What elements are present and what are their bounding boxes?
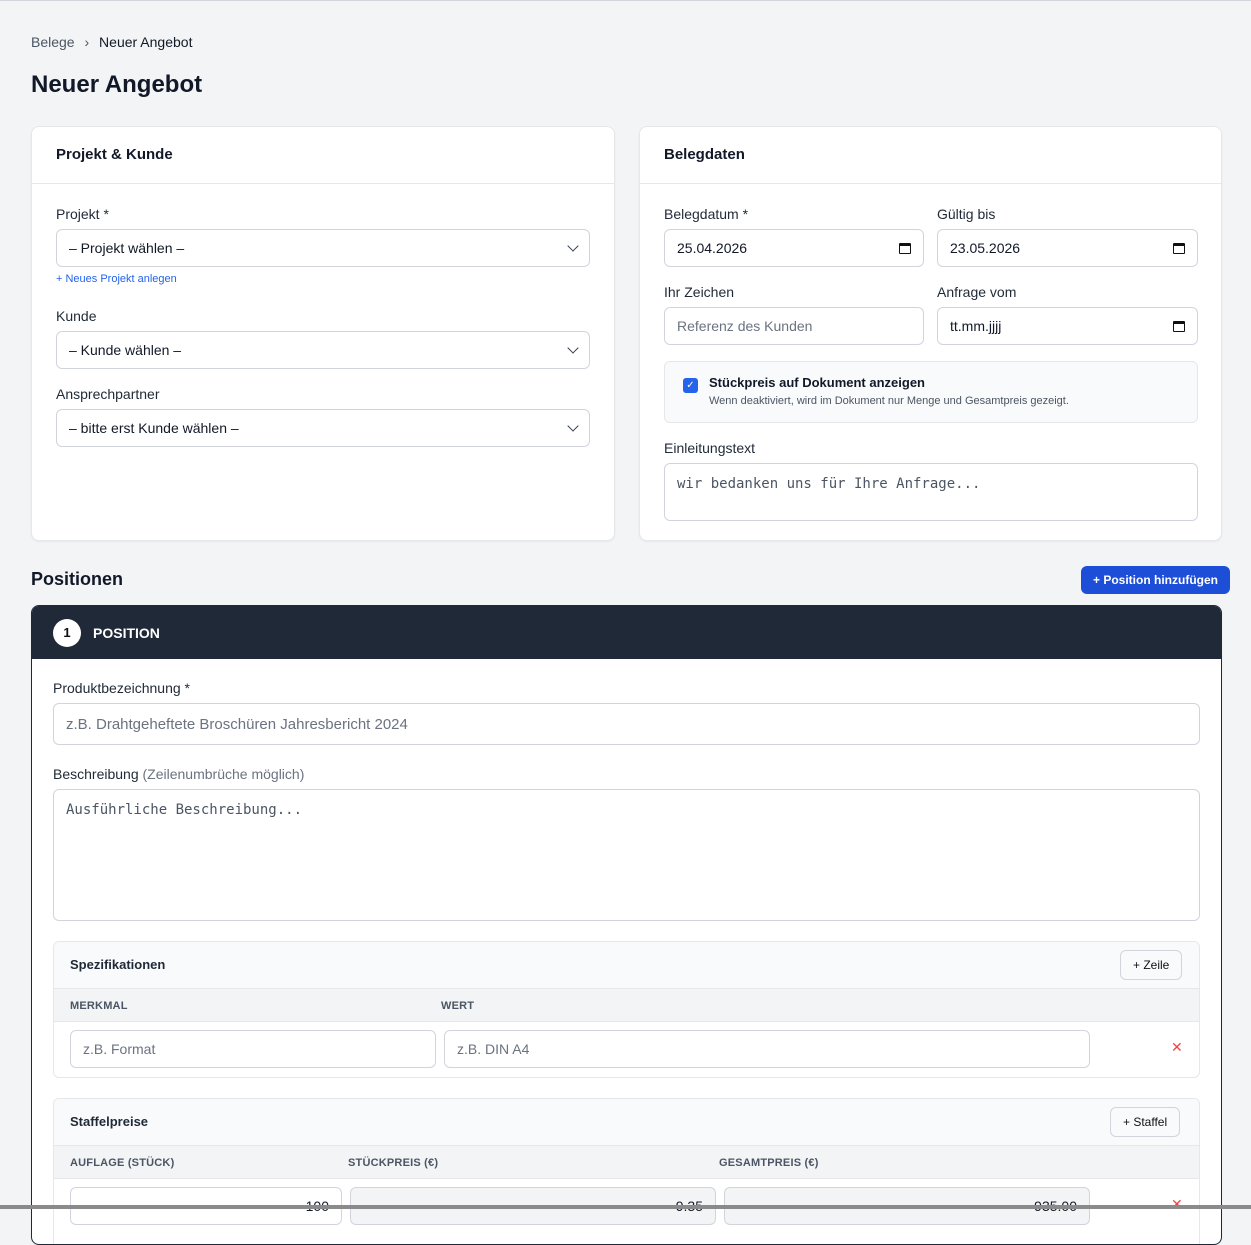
card-title: Projekt & Kunde: [32, 127, 614, 184]
wert-placeholder: z.B. DIN A4: [457, 1041, 530, 1057]
staffelpreise-section: Staffelpreise + Staffel AUFLAGE (STÜCK) …: [53, 1098, 1200, 1244]
ihr-zeichen-input[interactable]: Referenz des Kunden: [664, 307, 924, 345]
merkmal-input[interactable]: z.B. Format: [70, 1030, 436, 1068]
spezifikationen-title: Spezifikationen: [54, 942, 1199, 989]
chevron-down-icon: [567, 420, 579, 432]
breadcrumb-current: Neuer Angebot: [99, 34, 193, 50]
add-position-button[interactable]: + Position hinzufügen: [1081, 566, 1230, 594]
belegdaten-card: Belegdaten Belegdatum * 25.04.2026 Gülti…: [639, 126, 1222, 541]
belegdatum-value: 25.04.2026: [677, 240, 748, 256]
position-card: 1 POSITION Produktbezeichnung * z.B. Dra…: [31, 605, 1222, 1245]
staffelpreise-header-row: [54, 1146, 1199, 1179]
produkt-input[interactable]: z.B. Drahtgeheftete Broschüren Jahresber…: [53, 703, 1200, 745]
gueltig-label: Gültig bis: [937, 206, 996, 222]
calendar-icon[interactable]: [1173, 320, 1185, 332]
add-zeile-button[interactable]: + Zeile: [1120, 950, 1183, 980]
card-title: Belegdaten: [640, 127, 1221, 184]
position-header: 1 POSITION: [32, 606, 1221, 659]
delete-row-icon[interactable]: ✕: [1171, 1039, 1183, 1055]
belegdatum-label: Belegdatum *: [664, 206, 749, 222]
page-title: Neuer Angebot: [31, 71, 203, 98]
column-auflage: AUFLAGE (STÜCK): [70, 1157, 175, 1169]
ansprechpartner-label: Ansprechpartner: [56, 386, 160, 402]
einleitung-textarea[interactable]: wir bedanken uns für Ihre Anfrage...: [664, 463, 1198, 521]
wert-input[interactable]: z.B. DIN A4: [444, 1030, 1090, 1068]
projekt-kunde-card: Projekt & Kunde Projekt * – Projekt wähl…: [31, 126, 615, 541]
anfrage-value: tt.mm.jjjj: [950, 318, 1002, 334]
merkmal-placeholder: z.B. Format: [83, 1041, 156, 1057]
einleitung-label: Einleitungstext: [664, 440, 756, 456]
kunde-select[interactable]: – Kunde wählen –: [56, 331, 590, 369]
kunde-label: Kunde: [56, 308, 97, 324]
produkt-label: Produktbezeichnung *: [53, 680, 190, 696]
breadcrumb-belege[interactable]: Belege: [31, 34, 75, 50]
position-number: 1: [53, 618, 81, 647]
position-title: POSITION: [93, 624, 160, 641]
beschreibung-label: Beschreibung (Zeilenumbrüche möglich): [53, 766, 304, 782]
column-merkmal: MERKMAL: [70, 1000, 128, 1012]
column-stueckpreis: STÜCKPREIS (€): [348, 1157, 439, 1169]
ihr-zeichen-label: Ihr Zeichen: [664, 284, 735, 300]
belegdatum-input[interactable]: 25.04.2026: [664, 229, 924, 267]
column-wert: WERT: [441, 1000, 475, 1012]
anfrage-label: Anfrage vom: [937, 284, 1017, 300]
column-gesamtpreis: GESAMTPREIS (€): [719, 1157, 819, 1169]
window-bottom-edge: [0, 1205, 1251, 1209]
spezifikationen-section: Spezifikationen + Zeile MERKMAL WERT z.B…: [53, 941, 1200, 1078]
checkbox-label: Stückpreis auf Dokument anzeigen: [709, 375, 925, 390]
breadcrumb: Belege › Neuer Angebot: [31, 34, 192, 50]
ansprechpartner-value: – bitte erst Kunde wählen –: [69, 420, 239, 436]
stueckpreis-checkbox[interactable]: ✓: [683, 378, 698, 393]
staffelpreise-title: Staffelpreise: [54, 1099, 1199, 1146]
projekt-label: Projekt *: [56, 206, 109, 222]
delete-staffel-icon[interactable]: ✕: [1171, 1196, 1183, 1212]
kunde-value: – Kunde wählen –: [69, 342, 182, 358]
calendar-icon[interactable]: [1173, 242, 1185, 254]
gueltig-value: 23.05.2026: [950, 240, 1021, 256]
chevron-down-icon: [567, 240, 579, 252]
produkt-placeholder: z.B. Drahtgeheftete Broschüren Jahresber…: [66, 715, 408, 733]
positionen-title: Positionen: [31, 569, 124, 589]
spezifikationen-header-row: [54, 989, 1199, 1022]
stueckpreis-option: ✓ Stückpreis auf Dokument anzeigen Wenn …: [664, 361, 1198, 423]
add-staffel-button[interactable]: + Staffel: [1110, 1107, 1181, 1137]
checkbox-hint: Wenn deaktiviert, wird im Dokument nur M…: [709, 395, 1069, 407]
ansprechpartner-select[interactable]: – bitte erst Kunde wählen –: [56, 409, 590, 447]
projekt-select[interactable]: – Projekt wählen –: [56, 229, 590, 267]
gueltig-input[interactable]: 23.05.2026: [937, 229, 1198, 267]
beschreibung-label-text: Beschreibung: [53, 766, 139, 782]
calendar-icon[interactable]: [899, 242, 911, 254]
projekt-value: – Projekt wählen –: [69, 240, 185, 256]
beschreibung-hint: (Zeilenumbrüche möglich): [142, 766, 305, 782]
anfrage-input[interactable]: tt.mm.jjjj: [937, 307, 1198, 345]
breadcrumb-separator: ›: [84, 34, 90, 50]
ihr-zeichen-placeholder: Referenz des Kunden: [677, 318, 813, 334]
beschreibung-textarea[interactable]: Ausführliche Beschreibung...: [53, 789, 1200, 921]
chevron-down-icon: [567, 342, 579, 354]
new-project-link[interactable]: + Neues Projekt anlegen: [56, 273, 177, 285]
